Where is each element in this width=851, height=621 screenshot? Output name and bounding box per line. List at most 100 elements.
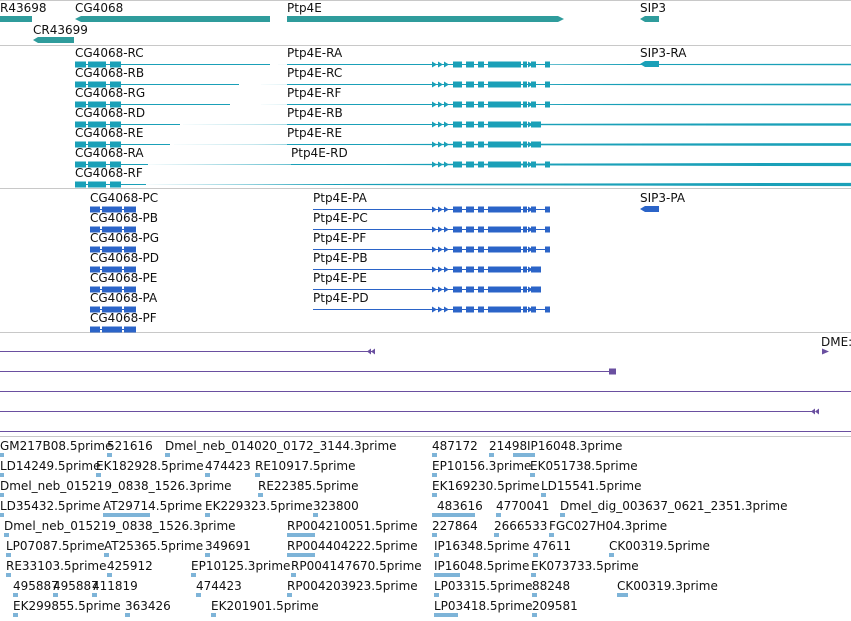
est-glyph[interactable] bbox=[313, 513, 318, 517]
gene-feature-ptp4e[interactable]: Ptp4E bbox=[287, 1, 564, 22]
est-glyph[interactable] bbox=[541, 493, 546, 497]
est-glyph[interactable] bbox=[96, 473, 101, 477]
est-glyph[interactable] bbox=[4, 533, 9, 537]
est-glyph[interactable] bbox=[513, 453, 535, 457]
est-glyph[interactable] bbox=[6, 573, 11, 577]
est-label: LD14249.5prime bbox=[0, 459, 101, 473]
exon-block bbox=[453, 306, 462, 313]
gene-model[interactable] bbox=[90, 226, 136, 233]
gene-model[interactable] bbox=[287, 61, 550, 68]
gene-model[interactable] bbox=[90, 286, 136, 293]
gene-model[interactable] bbox=[313, 306, 550, 313]
est-glyph[interactable] bbox=[13, 613, 18, 617]
est-label: 88248 bbox=[532, 579, 570, 593]
est-glyph[interactable] bbox=[53, 593, 58, 597]
est-glyph[interactable] bbox=[13, 593, 18, 597]
est-glyph[interactable] bbox=[125, 613, 130, 617]
est-label: 521616 bbox=[107, 439, 153, 453]
est-glyph[interactable] bbox=[432, 493, 437, 497]
gene-model[interactable] bbox=[313, 246, 550, 253]
est-glyph[interactable] bbox=[211, 613, 216, 617]
est-glyph[interactable] bbox=[496, 513, 501, 517]
est-glyph[interactable] bbox=[258, 493, 263, 497]
est-glyph[interactable] bbox=[104, 553, 109, 557]
exon-block bbox=[90, 206, 100, 213]
est-glyph[interactable] bbox=[103, 513, 150, 517]
long-read-dme[interactable]: DME: bbox=[821, 335, 851, 355]
est-glyph[interactable] bbox=[527, 453, 532, 457]
gene-model[interactable] bbox=[90, 266, 136, 273]
exon-block bbox=[523, 161, 527, 168]
est-glyph[interactable] bbox=[0, 493, 4, 497]
est-glyph[interactable] bbox=[560, 513, 565, 517]
long-read-feature[interactable] bbox=[0, 408, 819, 415]
est-glyph[interactable] bbox=[549, 533, 554, 537]
est-glyph[interactable] bbox=[196, 593, 201, 597]
est-glyph[interactable] bbox=[107, 573, 112, 577]
est-glyph[interactable] bbox=[191, 573, 196, 577]
long-read-feature[interactable] bbox=[0, 368, 616, 375]
est-glyph[interactable] bbox=[434, 593, 439, 597]
est-glyph[interactable] bbox=[205, 513, 210, 517]
gene-model[interactable] bbox=[90, 306, 136, 313]
est-glyph[interactable] bbox=[205, 553, 210, 557]
gene-feature-cg4068[interactable]: CG4068 bbox=[75, 1, 270, 22]
est-glyph[interactable] bbox=[434, 613, 458, 617]
gene-model[interactable] bbox=[313, 226, 550, 233]
gene-model[interactable] bbox=[90, 326, 136, 333]
est-glyph[interactable] bbox=[532, 613, 537, 617]
est-glyph[interactable] bbox=[287, 553, 315, 557]
gene-model[interactable] bbox=[313, 266, 541, 273]
est-glyph[interactable] bbox=[255, 473, 260, 477]
exon-block bbox=[609, 368, 616, 375]
gene-model[interactable] bbox=[287, 141, 541, 148]
transcript-label: Ptp4E-RD bbox=[291, 146, 348, 160]
sip3-transcript[interactable]: SIP3-RA bbox=[640, 46, 687, 67]
est-label: 47611 bbox=[533, 539, 571, 553]
gene-model[interactable] bbox=[313, 206, 550, 213]
gene-model[interactable] bbox=[291, 161, 550, 168]
est-label: 349691 bbox=[205, 539, 251, 553]
est-glyph[interactable] bbox=[287, 533, 315, 537]
gene-model[interactable] bbox=[75, 61, 851, 68]
est-glyph[interactable] bbox=[432, 533, 437, 537]
est-glyph[interactable] bbox=[432, 453, 437, 457]
gene-model[interactable] bbox=[90, 246, 136, 253]
gene-feature-r43698[interactable]: R43698 bbox=[0, 1, 47, 22]
gene-model[interactable] bbox=[90, 206, 136, 213]
long-read-feature[interactable] bbox=[0, 348, 375, 355]
gene-feature-cr43699[interactable]: CR43699 bbox=[33, 23, 88, 43]
est-glyph[interactable] bbox=[205, 473, 210, 477]
strand-arrow-icon bbox=[444, 246, 449, 253]
gene-model[interactable] bbox=[75, 181, 851, 188]
est-glyph[interactable] bbox=[287, 593, 292, 597]
gene-model[interactable] bbox=[313, 286, 541, 293]
est-glyph[interactable] bbox=[617, 593, 628, 597]
est-glyph[interactable] bbox=[432, 473, 437, 477]
est-glyph[interactable] bbox=[530, 473, 535, 477]
est-glyph[interactable] bbox=[6, 553, 11, 557]
est-glyph[interactable] bbox=[0, 513, 4, 517]
est-glyph[interactable] bbox=[533, 553, 538, 557]
est-glyph[interactable] bbox=[165, 453, 170, 457]
est-glyph[interactable] bbox=[92, 593, 97, 597]
gene-model[interactable] bbox=[287, 101, 550, 108]
est-glyph[interactable] bbox=[0, 453, 4, 457]
est-glyph[interactable] bbox=[489, 453, 494, 457]
est-glyph[interactable] bbox=[0, 473, 4, 477]
est-glyph[interactable] bbox=[531, 573, 536, 577]
est-glyph[interactable] bbox=[434, 573, 460, 577]
gene-model[interactable] bbox=[287, 81, 550, 88]
est-glyph[interactable] bbox=[107, 453, 112, 457]
gene-feature-sip3[interactable]: SIP3 bbox=[640, 1, 666, 22]
exon-block bbox=[478, 141, 484, 148]
sip3-protein[interactable]: SIP3-PA bbox=[640, 191, 686, 212]
est-glyph[interactable] bbox=[532, 593, 537, 597]
gene-model[interactable] bbox=[287, 121, 541, 128]
est-glyph[interactable] bbox=[432, 513, 475, 517]
est-glyph[interactable] bbox=[609, 553, 614, 557]
strand-arrow-icon bbox=[528, 61, 533, 68]
est-glyph[interactable] bbox=[494, 533, 499, 537]
est-glyph[interactable] bbox=[291, 573, 296, 577]
est-glyph[interactable] bbox=[434, 553, 439, 557]
